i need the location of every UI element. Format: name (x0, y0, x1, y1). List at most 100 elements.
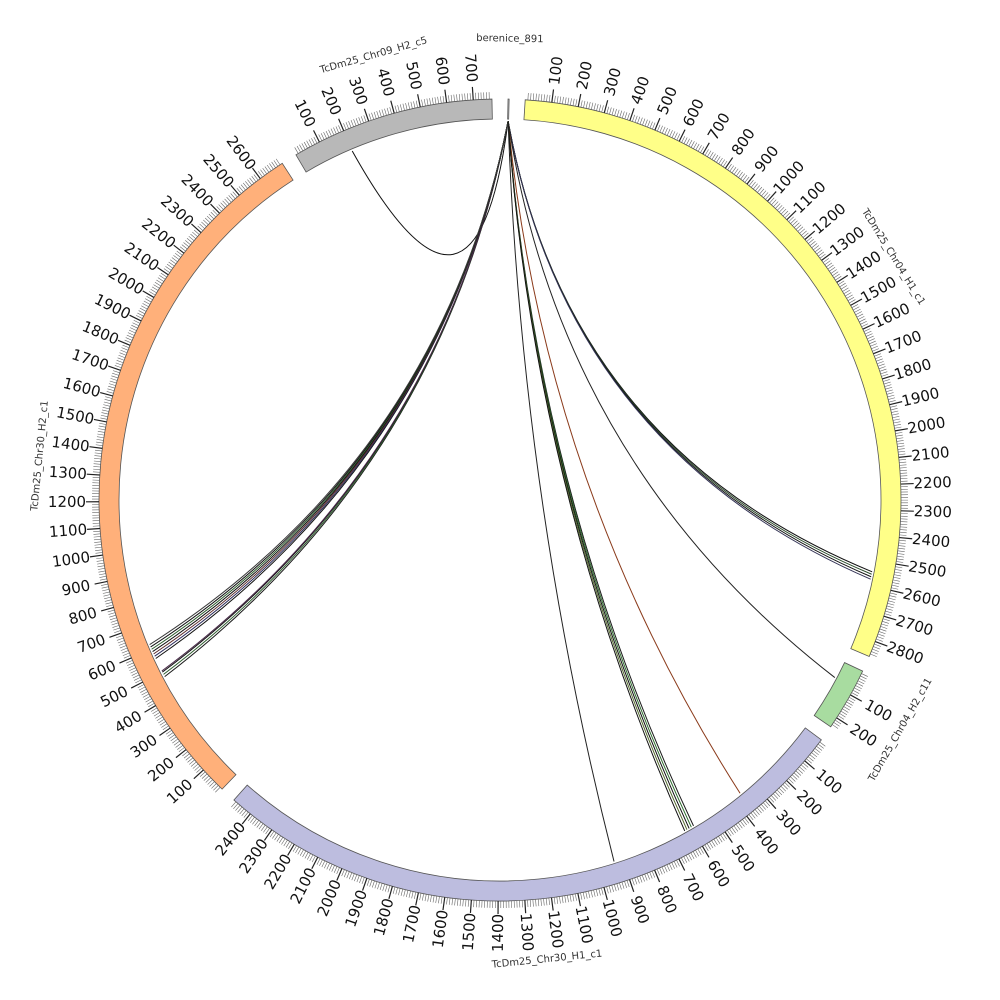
minor-tick (646, 872, 650, 880)
minor-tick (109, 617, 117, 621)
minor-tick (394, 105, 398, 113)
minor-tick (182, 751, 188, 757)
minor-tick (713, 154, 719, 162)
minor-tick (302, 850, 307, 858)
minor-tick (194, 765, 201, 771)
minor-tick (626, 880, 630, 888)
minor-tick (138, 686, 146, 691)
minor-tick (893, 574, 901, 577)
minor-tick (782, 210, 789, 217)
minor-tick (112, 370, 120, 374)
minor-tick (207, 779, 213, 785)
minor-tick (326, 862, 331, 870)
minor-tick (894, 569, 902, 571)
link-17 (507, 121, 741, 794)
major-tick (889, 401, 903, 406)
minor-tick (399, 104, 403, 112)
tick-label: 100 (545, 55, 567, 86)
minor-tick (897, 555, 905, 558)
minor-tick (884, 384, 892, 387)
minor-tick (387, 885, 391, 893)
tick-label: 200 (573, 60, 596, 92)
minor-tick (96, 436, 104, 439)
tick-label: 1300 (48, 463, 87, 483)
minor-tick (567, 97, 570, 105)
minor-tick (870, 653, 877, 657)
minor-tick (893, 576, 901, 579)
minor-tick (93, 460, 101, 462)
minor-tick (866, 333, 873, 337)
minor-tick (769, 197, 775, 204)
minor-tick (108, 385, 115, 389)
minor-tick (634, 877, 638, 885)
minor-tick (829, 267, 836, 272)
minor-tick (423, 99, 426, 107)
major-tick (895, 563, 909, 567)
minor-tick (779, 206, 785, 213)
tick-label: 1100 (572, 904, 597, 945)
major-tick (100, 391, 113, 397)
minor-tick (101, 409, 109, 412)
minor-tick (256, 821, 262, 828)
minor-tick (155, 714, 162, 719)
minor-tick (738, 171, 743, 178)
minor-tick (378, 110, 382, 118)
minor-tick (94, 452, 102, 454)
minor-tick (659, 867, 663, 875)
minor-tick (538, 93, 540, 101)
tick-label: 700 (704, 110, 734, 144)
minor-tick (898, 459, 907, 461)
minor-tick (800, 764, 807, 770)
major-tick (821, 252, 833, 261)
minor-tick (450, 94, 453, 102)
minor-tick (448, 897, 451, 905)
major-tick (577, 893, 582, 907)
minor-tick (711, 840, 716, 847)
minor-tick (448, 95, 450, 103)
minor-tick (548, 897, 550, 906)
tick-label: 300 (772, 806, 805, 839)
major-tick (252, 167, 261, 179)
minor-tick (849, 299, 856, 304)
tick-label: 800 (728, 125, 759, 159)
minor-tick (94, 546, 102, 549)
minor-tick (727, 163, 732, 170)
minor-tick (115, 362, 123, 366)
tick-label: 400 (111, 707, 145, 737)
major-tick (469, 899, 472, 913)
link-2 (163, 120, 509, 675)
minor-tick (860, 320, 867, 325)
minor-tick (609, 107, 612, 115)
minor-tick (778, 787, 785, 794)
minor-tick (758, 805, 764, 812)
minor-tick (118, 354, 126, 359)
segment-band-3 (233, 727, 822, 902)
minor-tick (845, 292, 852, 297)
minor-tick (861, 323, 869, 328)
minor-tick (129, 667, 136, 671)
minor-tick (243, 811, 249, 818)
minor-tick (231, 801, 237, 808)
minor-tick (414, 891, 417, 899)
major-tick (173, 244, 185, 254)
minor-tick (123, 655, 131, 659)
minor-tick (833, 722, 840, 727)
minor-tick (891, 410, 899, 413)
major-tick (336, 868, 343, 881)
minor-tick (720, 159, 726, 166)
major-tick (388, 886, 393, 899)
minor-tick (530, 93, 532, 101)
minor-tick (142, 303, 149, 308)
minor-tick (838, 280, 845, 285)
major-tick (766, 798, 777, 810)
minor-tick (154, 282, 162, 287)
minor-tick (676, 133, 681, 141)
minor-tick (674, 132, 678, 140)
minor-tick (165, 730, 172, 735)
minor-tick (190, 233, 197, 239)
minor-tick (631, 878, 635, 886)
minor-tick (637, 116, 641, 124)
minor-tick (328, 864, 333, 871)
minor-tick (161, 723, 168, 728)
minor-tick (101, 412, 109, 415)
